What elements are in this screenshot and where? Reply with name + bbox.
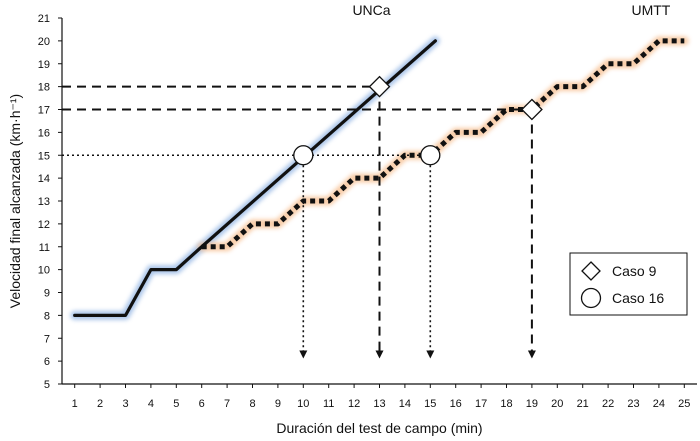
x-tick-label: 15: [424, 398, 436, 410]
arrow-head: [426, 350, 435, 359]
x-tick-label: 4: [148, 398, 154, 410]
x-tick-label: 9: [275, 398, 281, 410]
x-tick-label: 7: [224, 398, 230, 410]
series-line-unca: [73, 39, 437, 317]
arrow-head: [375, 350, 384, 359]
y-tick-label: 20: [38, 36, 50, 48]
y-tick-label: 12: [38, 219, 50, 231]
series-line-umtt: [201, 38, 685, 250]
y-tick-label: 10: [38, 265, 50, 277]
y-tick-label: 19: [38, 59, 50, 71]
y-axis-title: Velocidad final alcanzada (km·h⁻¹): [7, 94, 23, 308]
series-layer: [73, 38, 685, 317]
x-tick-label: 14: [399, 398, 411, 410]
x-tick-label: 10: [297, 398, 309, 410]
x-axis-title: Duración del test de campo (min): [276, 420, 482, 436]
y-tick-label: 7: [44, 333, 50, 345]
marker-circle: [420, 145, 441, 166]
y-tick-label: 5: [44, 379, 50, 391]
x-tick-label: 16: [450, 398, 462, 410]
arrow-head: [299, 350, 308, 359]
y-tick-label: 9: [44, 288, 50, 300]
reference-lines-layer: [62, 85, 536, 359]
y-tick-label: 21: [38, 13, 50, 25]
x-tick-label: 13: [373, 398, 385, 410]
series-label-umtt: UMTT: [631, 2, 670, 18]
y-tick-label: 17: [38, 105, 50, 117]
y-tick-label: 13: [38, 196, 50, 208]
y-tick-label: 8: [44, 310, 50, 322]
arrow-head: [527, 350, 536, 359]
x-tick-label: 22: [602, 398, 614, 410]
x-tick-label: 23: [627, 398, 639, 410]
x-tick-label: 8: [249, 398, 255, 410]
x-tick-label: 1: [72, 398, 78, 410]
x-tick-label: 24: [653, 398, 665, 410]
x-tick-label: 2: [97, 398, 103, 410]
x-tick-label: 19: [526, 398, 538, 410]
x-tick-label: 3: [122, 398, 128, 410]
x-tick-label: 17: [475, 398, 487, 410]
legend: Caso 9 Caso 16: [569, 252, 688, 316]
legend-circle-icon: [580, 287, 602, 309]
legend-label: Caso 16: [612, 290, 664, 306]
markers-layer: [293, 75, 543, 166]
x-tick-label: 6: [199, 398, 205, 410]
y-tick-label: 15: [38, 150, 50, 162]
legend-label: Caso 9: [612, 263, 657, 279]
x-tick-label: 18: [500, 398, 512, 410]
x-tick-label: 25: [678, 398, 690, 410]
y-tick-label: 16: [38, 127, 50, 139]
x-tick-label: 12: [348, 398, 360, 410]
legend-diamond-icon: [581, 261, 601, 281]
marker-diamond: [368, 75, 391, 98]
y-tick-label: 11: [39, 242, 50, 254]
x-tick-label: 21: [577, 398, 589, 410]
x-tick-label: 5: [173, 398, 179, 410]
marker-circle: [293, 145, 314, 166]
y-tick-label: 6: [44, 356, 50, 368]
x-tick-label: 11: [323, 398, 334, 410]
labels-layer: UNCa UMTT: [352, 2, 670, 18]
series-label-unca: UNCa: [352, 2, 390, 18]
y-tick-label: 14: [38, 173, 50, 185]
y-tick-label: 18: [38, 82, 50, 94]
marker-diamond: [520, 98, 543, 121]
x-tick-label: 20: [551, 398, 563, 410]
